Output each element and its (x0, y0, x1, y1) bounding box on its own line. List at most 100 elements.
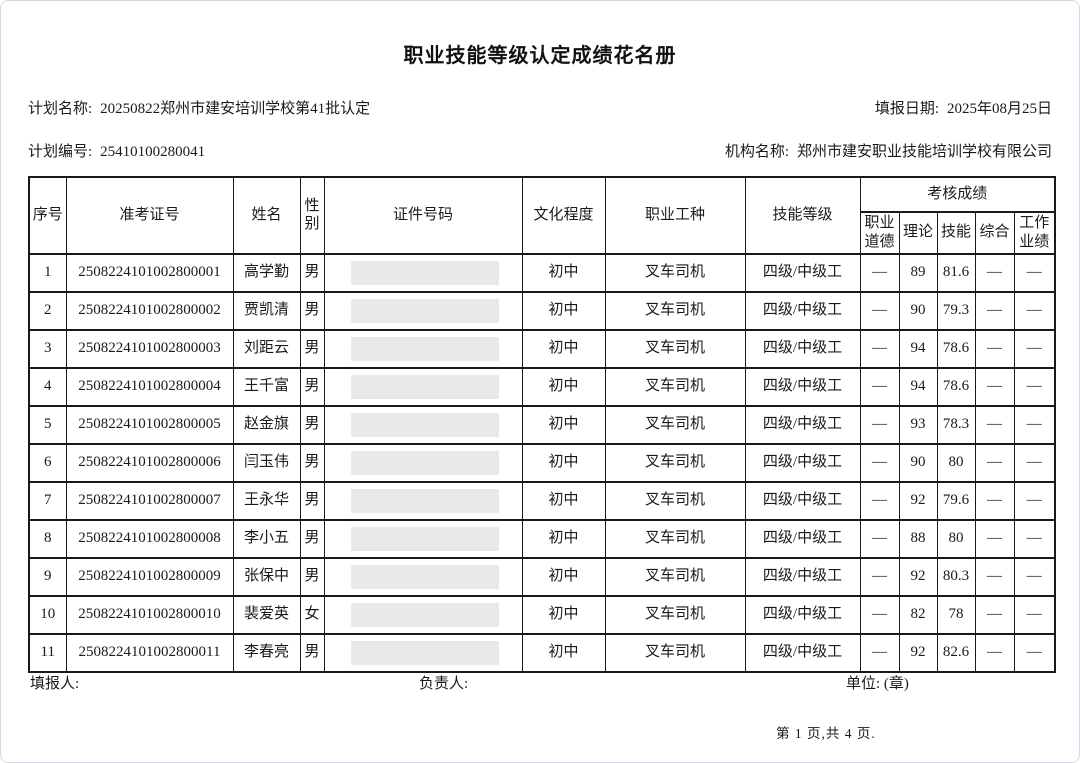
redacted-id-box (350, 526, 499, 551)
cell-score-comprehensive: — (974, 480, 1015, 521)
cell-index: 11 (28, 632, 67, 673)
cell-occupation: 叉车司机 (604, 442, 746, 483)
cell-gender: 男 (299, 480, 325, 521)
cell-score-ethics: — (859, 518, 900, 559)
cell-score-work: — (1013, 366, 1056, 407)
cell-score-comprehensive: — (974, 290, 1015, 331)
cell-ticket: 2508224101002800011 (65, 632, 234, 673)
table-row: 1 2508224101002800001 高学勤 男 初中 叉车司机 四级/中… (28, 252, 1056, 293)
cell-score-theory: 92 (898, 556, 938, 597)
cell-score-work: — (1013, 404, 1056, 445)
cell-score-theory: 82 (898, 594, 938, 635)
cell-score-work: — (1013, 442, 1056, 483)
cell-index: 9 (28, 556, 67, 597)
cell-name: 李小五 (232, 518, 301, 559)
cell-gender: 男 (299, 252, 325, 293)
cell-score-ethics: — (859, 290, 900, 331)
cell-occupation: 叉车司机 (604, 404, 746, 445)
cell-gender: 男 (299, 366, 325, 407)
page-title: 职业技能等级认定成绩花名册 (403, 45, 677, 67)
cell-education: 初中 (521, 518, 606, 559)
cell-occupation: 叉车司机 (604, 328, 746, 369)
cell-score-ethics: — (859, 366, 900, 407)
cell-score-theory: 92 (898, 632, 938, 673)
roster-body: 1 2508224101002800001 高学勤 男 初中 叉车司机 四级/中… (28, 252, 1056, 673)
cell-education: 初中 (521, 594, 606, 635)
plan-name-value: 20250822郑州市建安培训学校第41批认定 (100, 101, 371, 117)
table-row: 7 2508224101002800007 王永华 男 初中 叉车司机 四级/中… (28, 480, 1056, 521)
cell-skill-level: 四级/中级工 (744, 366, 861, 407)
cell-skill-level: 四级/中级工 (744, 594, 861, 635)
table-header: 序号 准考证号 姓名 性别 证件号码 文化程度 职业工种 技能等级 考核成绩 职… (28, 176, 1056, 255)
cell-name: 裴爱英 (232, 594, 301, 635)
cell-ticket: 2508224101002800006 (65, 442, 234, 483)
cell-name: 王永华 (232, 480, 301, 521)
report-date-field: 填报日期: 2025年08月25日 (875, 97, 1052, 118)
header-score-group: 考核成绩 (859, 176, 1056, 213)
header-id-number: 证件号码 (323, 176, 523, 255)
table-row: 10 2508224101002800010 裴爱英 女 初中 叉车司机 四级/… (28, 594, 1056, 635)
redacted-id-box (350, 640, 499, 665)
score-roster-table: 序号 准考证号 姓名 性别 证件号码 文化程度 职业工种 技能等级 考核成绩 职… (28, 176, 1057, 673)
header-score-comprehensive: 综合 (974, 211, 1015, 255)
table-row: 5 2508224101002800005 赵金旗 男 初中 叉车司机 四级/中… (28, 404, 1056, 445)
cell-education: 初中 (521, 480, 606, 521)
cell-education: 初中 (521, 290, 606, 331)
cell-score-comprehensive: — (974, 366, 1015, 407)
org-name-label: 机构名称: (724, 144, 789, 160)
filler-label: 填报人: (30, 676, 80, 692)
cell-id-number (323, 328, 523, 369)
cell-score-ethics: — (859, 404, 900, 445)
cell-skill-level: 四级/中级工 (744, 252, 861, 293)
cell-score-work: — (1013, 518, 1056, 559)
cell-score-theory: 94 (898, 366, 938, 407)
cell-id-number (323, 290, 523, 331)
cell-gender: 男 (299, 556, 325, 597)
cell-ticket: 2508224101002800005 (65, 404, 234, 445)
cell-gender: 男 (299, 328, 325, 369)
cell-skill-level: 四级/中级工 (744, 480, 861, 521)
cell-name: 王千富 (232, 366, 301, 407)
cell-id-number (323, 556, 523, 597)
cell-skill-level: 四级/中级工 (744, 518, 861, 559)
unit-seal-label: 单位: (章) (846, 676, 909, 692)
cell-score-theory: 92 (898, 480, 938, 521)
cell-id-number (323, 594, 523, 635)
cell-ticket: 2508224101002800001 (65, 252, 234, 293)
cell-index: 10 (28, 594, 67, 635)
cell-name: 李春亮 (232, 632, 301, 673)
cell-education: 初中 (521, 442, 606, 483)
cell-occupation: 叉车司机 (604, 594, 746, 635)
plan-name-field: 计划名称: 20250822郑州市建安培训学校第41批认定 (28, 97, 370, 118)
cell-skill-level: 四级/中级工 (744, 328, 861, 369)
cell-id-number (323, 480, 523, 521)
cell-id-number (323, 632, 523, 673)
cell-score-skill: 80.3 (936, 556, 976, 597)
header-education: 文化程度 (521, 176, 606, 255)
redacted-id-box (350, 374, 499, 399)
cell-index: 1 (28, 252, 67, 293)
cell-gender: 男 (299, 290, 325, 331)
plan-name-label: 计划名称: (28, 101, 93, 117)
cell-index: 6 (28, 442, 67, 483)
cell-id-number (323, 252, 523, 293)
cell-score-skill: 79.3 (936, 290, 976, 331)
cell-score-comprehensive: — (974, 518, 1015, 559)
cell-score-work: — (1013, 632, 1056, 673)
redacted-id-box (350, 564, 499, 589)
plan-code-label: 计划编号: (28, 144, 93, 160)
header-skill-level: 技能等级 (744, 176, 861, 255)
cell-score-skill: 82.6 (936, 632, 976, 673)
cell-name: 闫玉伟 (232, 442, 301, 483)
cell-skill-level: 四级/中级工 (744, 556, 861, 597)
cell-ticket: 2508224101002800008 (65, 518, 234, 559)
cell-skill-level: 四级/中级工 (744, 632, 861, 673)
cell-score-theory: 89 (898, 252, 938, 293)
cell-score-ethics: — (859, 328, 900, 369)
redacted-id-box (350, 336, 499, 361)
meta-line-2: 计划编号: 25410100280041 机构名称: 郑州市建安职业技能培训学校有限… (28, 140, 1052, 161)
cell-gender: 男 (299, 404, 325, 445)
cell-score-comprehensive: — (974, 632, 1015, 673)
report-date-value: 2025年08月25日 (946, 101, 1052, 117)
redacted-id-box (350, 488, 499, 513)
